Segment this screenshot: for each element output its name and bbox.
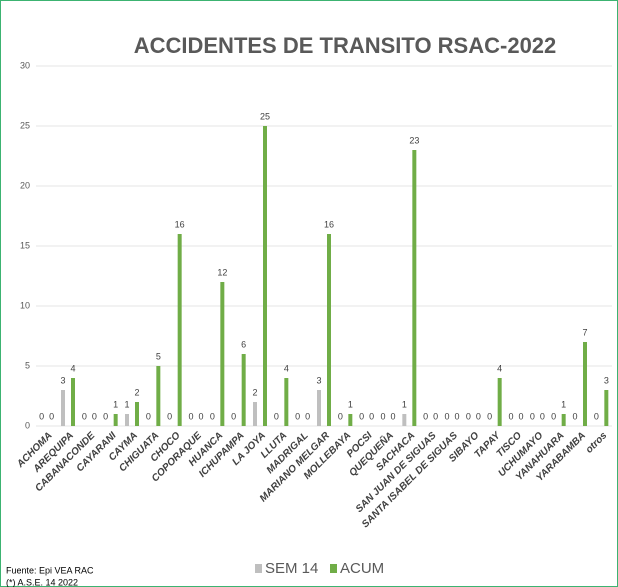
bar [135, 402, 139, 426]
bar [412, 150, 417, 426]
value-label: 0 [508, 411, 513, 421]
y-tick-label: 30 [20, 60, 30, 70]
value-label: 2 [252, 387, 257, 397]
value-label: 0 [103, 411, 108, 421]
bar [156, 366, 161, 426]
value-label: 16 [324, 219, 334, 229]
bar [402, 414, 407, 426]
value-label: 0 [92, 411, 97, 421]
value-label: 0 [231, 411, 236, 421]
source-note: Fuente: Epi VEA RAC [6, 565, 94, 575]
value-label: 0 [551, 411, 556, 421]
value-label: 0 [359, 411, 364, 421]
bar [604, 390, 609, 426]
bar [348, 414, 353, 426]
value-label: 0 [476, 411, 481, 421]
value-label: 0 [466, 411, 471, 421]
value-label: 0 [390, 411, 395, 421]
chart-title: ACCIDENTES DE TRANSITO RSAC-2022 [134, 33, 557, 58]
value-label: 0 [39, 411, 44, 421]
bar [327, 234, 331, 426]
value-label: 25 [260, 111, 270, 121]
bar [220, 282, 225, 426]
value-label: 3 [316, 375, 321, 385]
value-label: 1 [402, 399, 407, 409]
value-label: 1 [124, 399, 129, 409]
value-label: 1 [561, 399, 566, 409]
bar [317, 390, 321, 426]
bar [61, 390, 65, 426]
value-label: 4 [284, 363, 289, 373]
y-tick-label: 20 [20, 180, 30, 190]
value-label: 0 [454, 411, 459, 421]
value-label: 0 [487, 411, 492, 421]
value-label: 7 [582, 327, 587, 337]
value-label: 0 [518, 411, 523, 421]
y-tick-label: 5 [25, 360, 30, 370]
value-label: 0 [423, 411, 428, 421]
value-label: 0 [146, 411, 151, 421]
y-tick-label: 10 [20, 300, 30, 310]
value-label: 4 [497, 363, 502, 373]
value-label: 0 [210, 411, 215, 421]
value-label: 0 [82, 411, 87, 421]
footnote: (*) A.S.E. 14 2022 [6, 577, 78, 587]
value-label: 0 [530, 411, 535, 421]
value-label: 0 [198, 411, 203, 421]
bar [497, 378, 502, 426]
y-tick-label: 15 [20, 240, 30, 250]
legend-label: SEM 14 [265, 560, 318, 577]
legend-swatch [330, 564, 337, 573]
value-label: 6 [241, 339, 246, 349]
value-label: 4 [70, 363, 75, 373]
value-label: 3 [60, 375, 65, 385]
value-label: 0 [338, 411, 343, 421]
value-label: 0 [188, 411, 193, 421]
bar [177, 234, 182, 426]
value-label: 23 [409, 135, 419, 145]
bar [71, 378, 75, 426]
value-label: 16 [175, 219, 185, 229]
value-label: 12 [217, 267, 227, 277]
y-tick-label: 25 [20, 120, 30, 130]
legend-swatch [255, 564, 262, 573]
bar [253, 402, 257, 426]
value-label: 1 [113, 399, 118, 409]
bar [561, 414, 566, 426]
y-tick-label: 0 [25, 420, 30, 430]
value-label: 2 [134, 387, 139, 397]
value-label: 1 [348, 399, 353, 409]
value-label: 0 [369, 411, 374, 421]
value-label: 0 [572, 411, 577, 421]
bar [113, 414, 118, 426]
bar [284, 378, 289, 426]
legend-label: ACUM [340, 560, 384, 577]
bar [241, 354, 246, 426]
value-label: 0 [540, 411, 545, 421]
bar [125, 414, 129, 426]
value-label: 0 [274, 411, 279, 421]
bar [583, 342, 587, 426]
value-label: 0 [167, 411, 172, 421]
value-label: 0 [594, 411, 599, 421]
value-label: 0 [444, 411, 449, 421]
value-label: 0 [433, 411, 438, 421]
value-label: 0 [295, 411, 300, 421]
value-label: 3 [604, 375, 609, 385]
value-label: 0 [49, 411, 54, 421]
value-label: 0 [305, 411, 310, 421]
value-label: 0 [380, 411, 385, 421]
bar [263, 126, 267, 426]
value-label: 5 [156, 351, 161, 361]
